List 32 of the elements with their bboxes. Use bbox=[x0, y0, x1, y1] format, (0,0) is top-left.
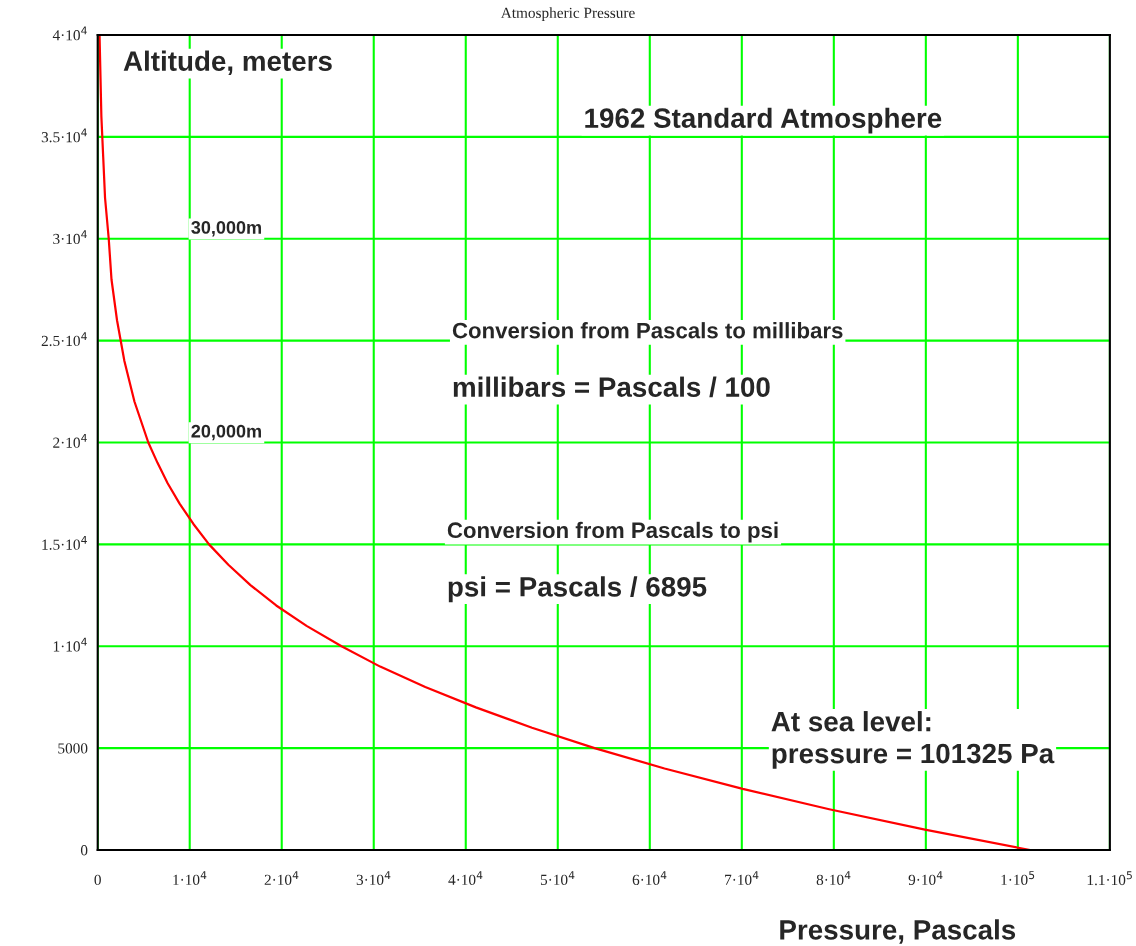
x-tick-label: 4·10$^{4}$ bbox=[448, 871, 483, 885]
x-tick-label: 0 bbox=[94, 874, 101, 886]
y-axis-title: Altitude, meters bbox=[123, 50, 332, 76]
y-tick-label: 1.5·10$^{4}$ bbox=[42, 536, 87, 550]
annotation: At sea level: pressure = 101325 Pa bbox=[771, 711, 1055, 769]
x-tick-label: 1·10$^{4}$ bbox=[173, 871, 207, 885]
y-tick-label: 2·10$^{4}$ bbox=[53, 434, 87, 448]
x-axis-title: Pressure, Pascals bbox=[780, 919, 1016, 944]
y-tick-label: 3.5·10$^{4}$ bbox=[41, 128, 87, 143]
y-tick-label: 4·10$^{4}$ bbox=[52, 26, 87, 41]
x-tick-label: 1.1·10$^{5}$ bbox=[1087, 871, 1132, 886]
y-tick-label: 0 bbox=[80, 845, 88, 856]
annotation: millibars = Pascals / 100 bbox=[453, 376, 770, 398]
annotation: 20,000m bbox=[191, 424, 261, 441]
chart-title: Atmospheric Pressure bbox=[500, 7, 635, 22]
annotation: psi = Pascals / 6895 bbox=[448, 576, 707, 603]
annotation: Conversion from Pascals to psi bbox=[447, 521, 778, 543]
annotation: 30,000m bbox=[191, 221, 261, 237]
y-tick-label: 1·10$^{4}$ bbox=[53, 637, 87, 652]
x-tick-label: 7·10$^{4}$ bbox=[725, 871, 759, 885]
y-tick-label: 5000 bbox=[58, 743, 88, 754]
annotation: 1962 Standard Atmosphere bbox=[585, 107, 942, 134]
annotation: Conversion from Pascals to millibars bbox=[452, 322, 843, 339]
x-tick-label: 8·10$^{4}$ bbox=[816, 871, 851, 885]
x-tick-label: 9·10$^{4}$ bbox=[908, 871, 943, 885]
x-tick-label: 6·10$^{4}$ bbox=[632, 871, 667, 885]
x-tick-label: 3·10$^{4}$ bbox=[356, 871, 391, 885]
y-tick-label: 2.5·10$^{4}$ bbox=[41, 332, 87, 347]
x-tick-label: 2·10$^{4}$ bbox=[264, 871, 299, 885]
x-tick-label: 1·10$^{5}$ bbox=[1001, 871, 1035, 885]
x-tick-label: 5·10$^{4}$ bbox=[540, 871, 575, 885]
y-tick-label: 3·10$^{4}$ bbox=[53, 230, 87, 245]
